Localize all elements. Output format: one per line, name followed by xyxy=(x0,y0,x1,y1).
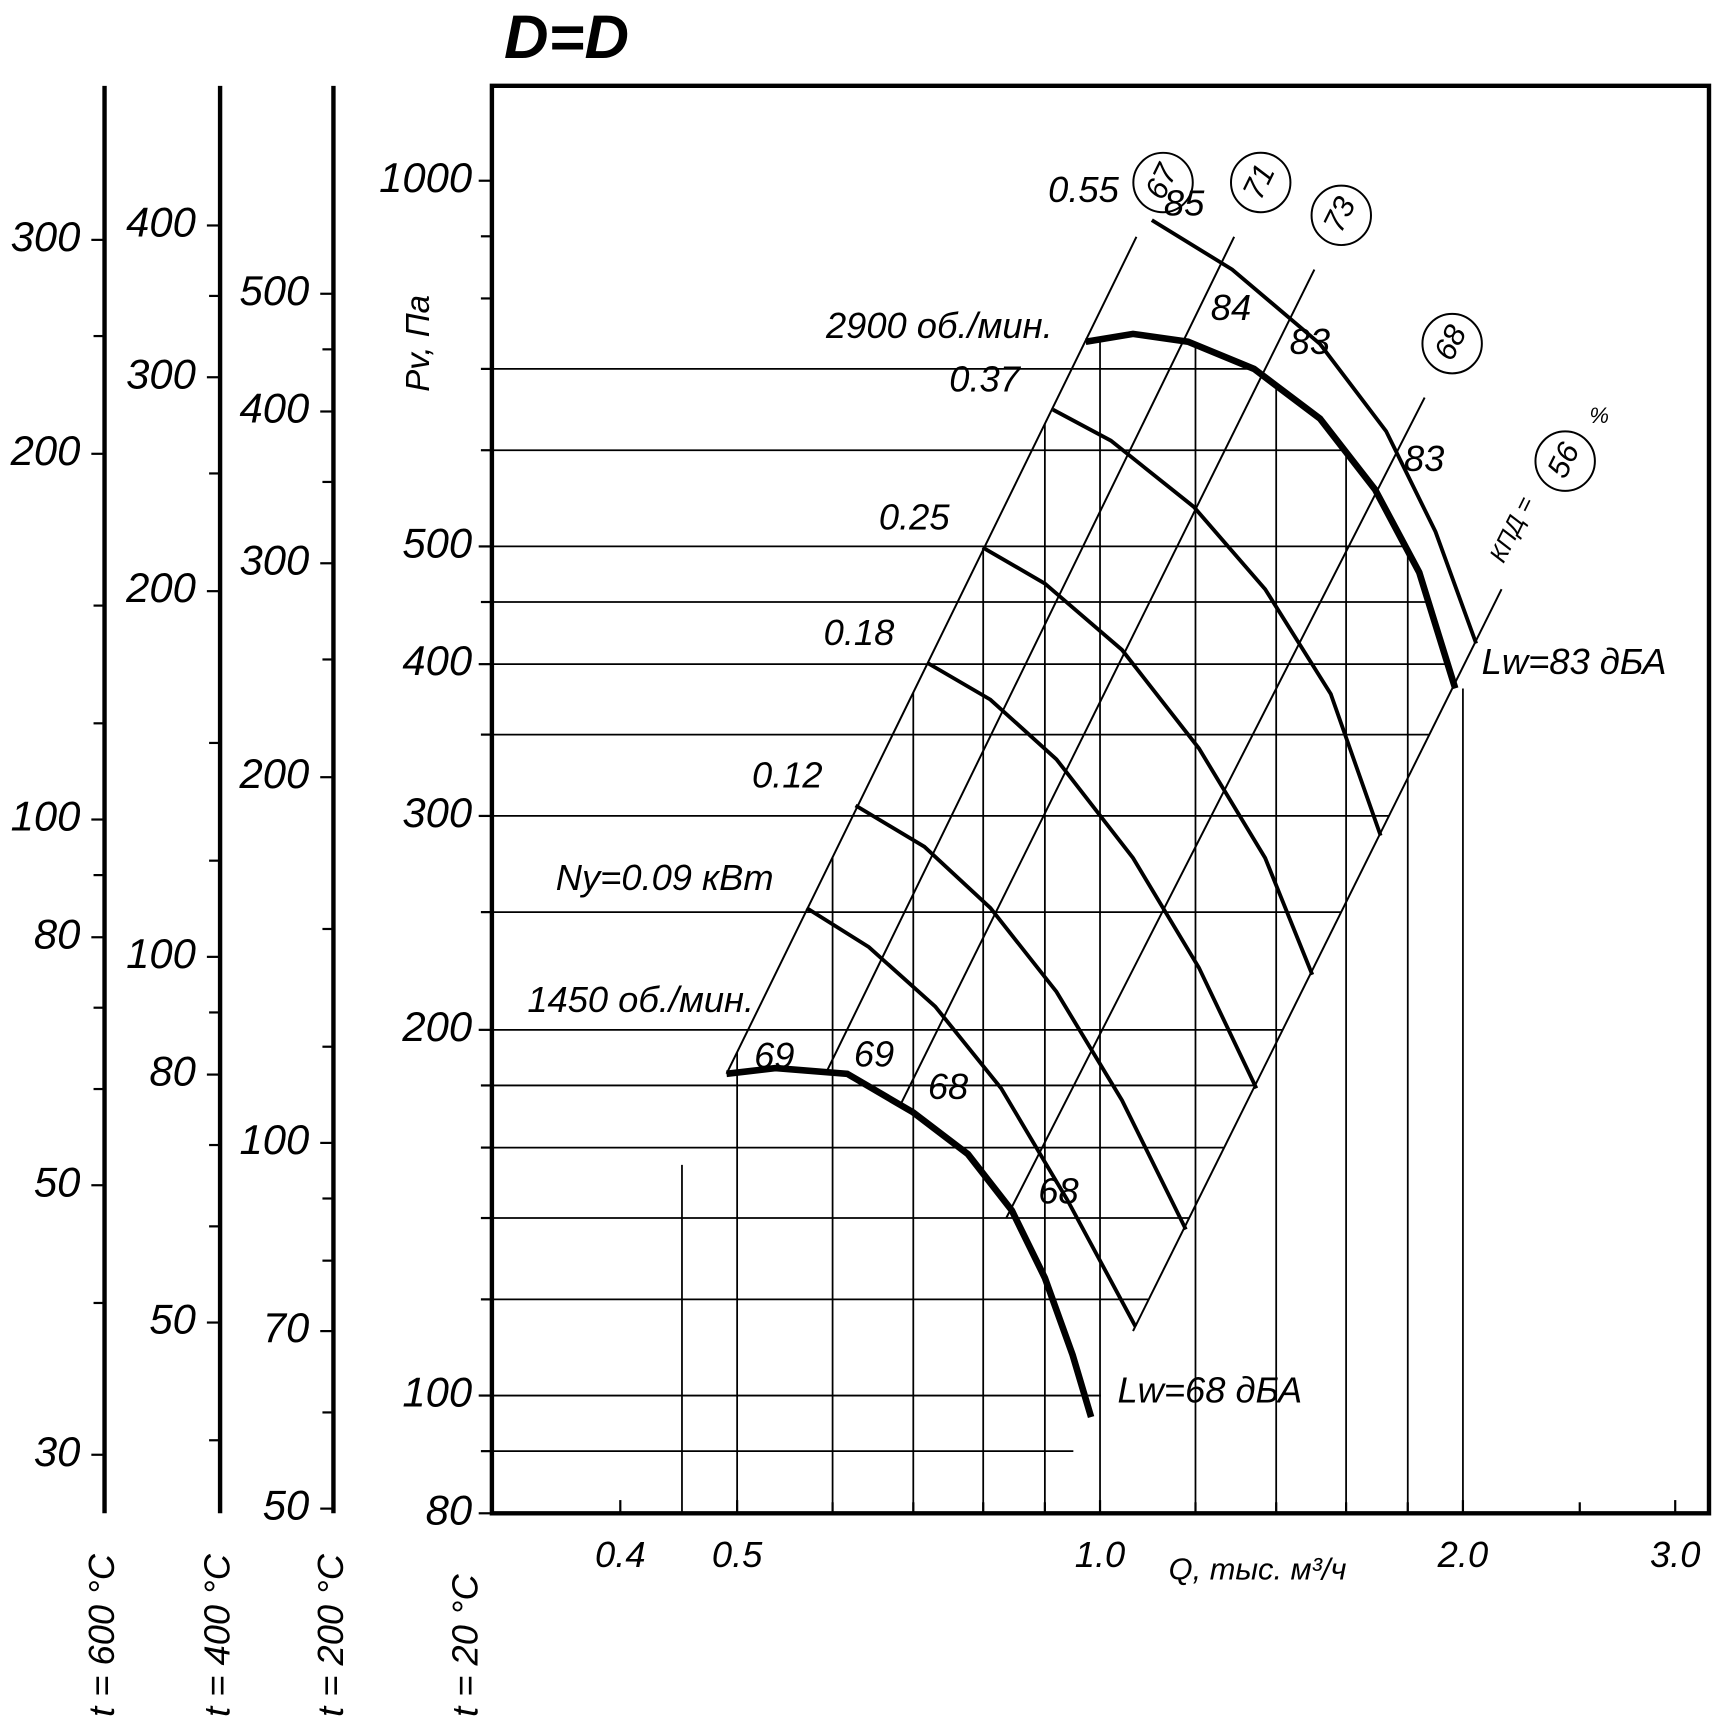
power-label: 0.37 xyxy=(949,359,1021,400)
y-axis-label: Pv, Па xyxy=(399,295,436,392)
efficiency-circle xyxy=(1421,312,1483,375)
y-tick-label: 50 xyxy=(34,1158,80,1205)
y-tick-label: 70 xyxy=(263,1304,309,1351)
noise-label: 84 xyxy=(1211,287,1251,328)
noise-label: 69 xyxy=(854,1033,894,1074)
efficiency-line xyxy=(725,236,1138,1075)
y-tick-label: 1000 xyxy=(379,154,472,201)
y-tick-label: 300 xyxy=(11,213,81,260)
y-tick-label: 300 xyxy=(126,350,196,397)
noise-label: 68 xyxy=(1038,1170,1078,1211)
y-tick-label: 200 xyxy=(10,427,81,474)
y-tick-label: 80 xyxy=(426,1486,472,1533)
noise-label: 68 xyxy=(928,1066,968,1107)
efficiency-line xyxy=(1132,588,1503,1332)
speed-curve xyxy=(1085,330,1459,690)
efficiency-circle xyxy=(1132,151,1194,214)
efficiency-circle xyxy=(1230,151,1292,214)
temperature-axis-label: t = 600 °C xyxy=(81,1553,122,1717)
y-tick-label: 80 xyxy=(34,910,80,957)
y-tick-label: 50 xyxy=(149,1296,195,1343)
y-tick-label: 300 xyxy=(239,536,309,583)
chart-title: D=D xyxy=(504,3,629,72)
y-tick-label: 100 xyxy=(402,1369,472,1416)
plot-frame xyxy=(489,83,1712,1516)
power-curve xyxy=(1051,407,1383,837)
speed-curve xyxy=(726,1064,1095,1419)
y-tick-label: 400 xyxy=(402,637,472,684)
power-label: 0.55 xyxy=(1048,169,1119,210)
sound-power-label: Lw=68 дБА xyxy=(1117,1369,1302,1410)
power-label: 0.12 xyxy=(752,755,823,796)
power-label: 0.18 xyxy=(824,612,895,653)
efficiency-unit: % xyxy=(1589,403,1609,428)
efficiency-line xyxy=(1005,397,1426,1219)
y-tick-label: 400 xyxy=(239,385,309,432)
y-tick-label: 500 xyxy=(402,519,472,566)
y-tick-label: 100 xyxy=(11,793,81,840)
y-tick-label: 30 xyxy=(34,1428,80,1475)
efficiency-line xyxy=(824,236,1236,1075)
x-tick-label: 0.5 xyxy=(712,1534,763,1575)
x-tick-label: 3.0 xyxy=(1650,1534,1700,1575)
power-curve xyxy=(981,545,1315,976)
speed-label: 1450 об./мин. xyxy=(527,979,754,1020)
sound-power-label: Lw=83 дБА xyxy=(1482,641,1667,682)
x-tick-label: 1.0 xyxy=(1075,1534,1125,1575)
speed-label: 2900 об./мин. xyxy=(825,305,1053,346)
y-tick-label: 100 xyxy=(126,930,196,977)
noise-label: 83 xyxy=(1404,438,1444,479)
efficiency-circle xyxy=(1310,184,1372,247)
y-tick-label: 200 xyxy=(125,564,196,611)
noise-label: 85 xyxy=(1164,183,1205,224)
y-tick-label: 100 xyxy=(239,1116,309,1163)
power-label: Ny=0.09 кВт xyxy=(556,857,774,898)
power-curve xyxy=(926,661,1259,1090)
y-tick-label: 200 xyxy=(401,1003,472,1050)
y-tick-label: 500 xyxy=(239,267,309,314)
power-curve xyxy=(854,803,1188,1231)
y-tick-label: 80 xyxy=(149,1048,195,1095)
y-tick-label: 300 xyxy=(402,789,472,836)
y-tick-label: 200 xyxy=(238,750,309,797)
x-tick-label: 2.0 xyxy=(1437,1534,1488,1575)
efficiency-line xyxy=(898,269,1316,1107)
power-curve xyxy=(805,906,1138,1328)
power-label: 0.25 xyxy=(879,497,950,538)
x-axis-label: Q, тыс. м³/ч xyxy=(1169,1552,1347,1587)
main-axis-label: t = 20 °C xyxy=(444,1573,485,1716)
noise-label: 83 xyxy=(1290,321,1330,362)
temperature-axis-label: t = 200 °C xyxy=(310,1553,351,1717)
power-curve xyxy=(1150,218,1478,645)
temperature-axis-label: t = 400 °C xyxy=(197,1553,238,1717)
efficiency-circle xyxy=(1534,430,1596,492)
y-tick-label: 50 xyxy=(263,1482,309,1529)
y-tick-label: 400 xyxy=(126,199,196,246)
x-tick-label: 0.4 xyxy=(595,1534,645,1575)
